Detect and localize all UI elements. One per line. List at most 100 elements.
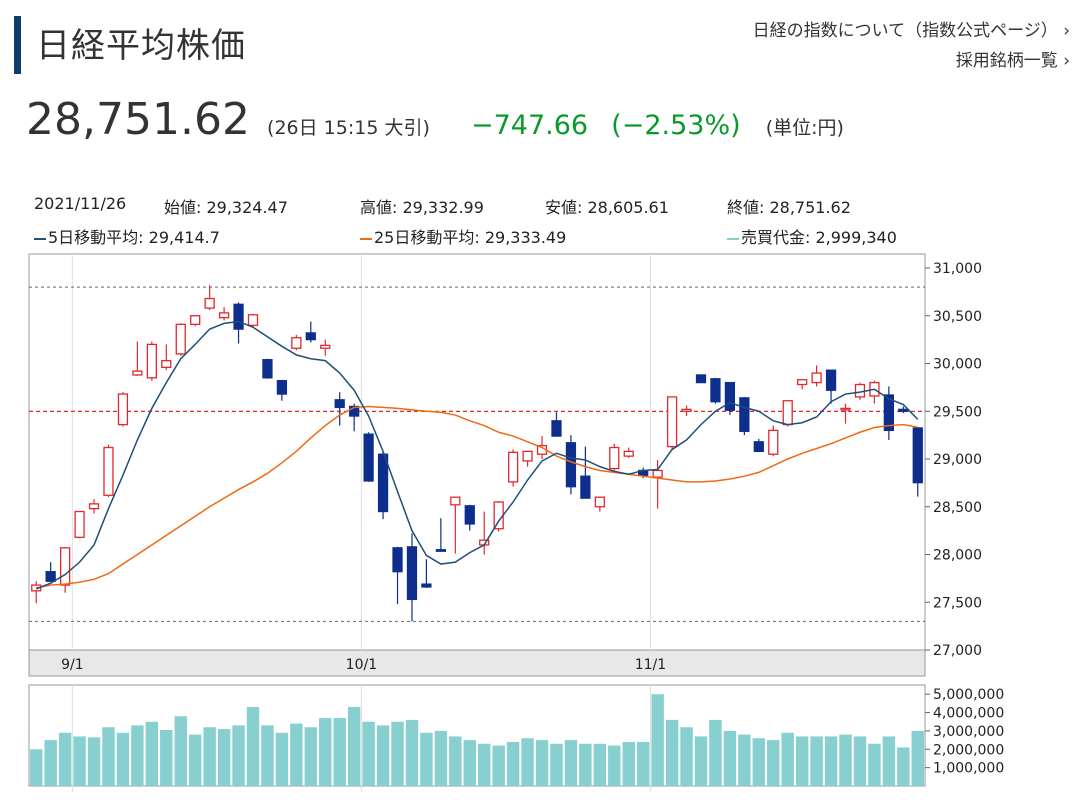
candle-body <box>59 547 71 586</box>
candle-body <box>522 450 533 462</box>
x-tick-label: 11/1 <box>635 657 666 673</box>
candle-body <box>768 429 779 455</box>
volume-bar <box>217 729 231 786</box>
legend-ma5: 5日移動平均: 29,414.7 <box>34 224 220 248</box>
candle-body <box>190 315 201 325</box>
volume-bar <box>160 729 173 786</box>
volume-bar <box>506 741 520 786</box>
candle-body <box>507 451 519 483</box>
candle-body <box>291 337 302 349</box>
volume-tick-label: 2,000,000 <box>933 742 1004 758</box>
components-link[interactable]: 採用銘柄一覧 › <box>753 46 1070 76</box>
volume-bar <box>636 741 650 786</box>
volume-bar <box>203 727 216 786</box>
candle-body <box>840 407 851 411</box>
legend-ma25-label: 25日移動平均: 29,333.49 <box>374 228 567 247</box>
volume-bar <box>550 743 563 786</box>
volume-bar <box>882 736 896 786</box>
price-timestamp: (26日 15:15 大引) <box>267 117 430 139</box>
candle-body <box>753 441 764 453</box>
price-tick-label: 29,500 <box>933 404 982 420</box>
quote-row: 28,751.62 (26日 15:15 大引) −747.66 (−2.53%… <box>26 94 844 145</box>
volume-bar <box>246 707 260 786</box>
candle-body <box>797 379 808 386</box>
candles <box>31 285 923 622</box>
ma25-line <box>36 405 918 589</box>
volume-bars <box>30 694 924 786</box>
candle-body <box>609 446 620 470</box>
price-unit: (単位:円) <box>765 117 844 139</box>
price-tick-label: 30,500 <box>933 309 982 325</box>
volume-bar <box>116 732 130 786</box>
candle-body <box>233 303 244 330</box>
candle-body <box>435 549 447 552</box>
volume-bar <box>478 743 491 786</box>
price-tick-label: 31,000 <box>933 261 982 277</box>
candle-body <box>710 378 721 403</box>
volume-tick-label: 1,000,000 <box>933 761 1004 777</box>
candle-body <box>652 469 663 478</box>
volume-bar <box>651 694 664 786</box>
price-panel <box>28 253 926 651</box>
volume-bar <box>593 743 607 786</box>
info-high: 高値: 29,332.99 <box>360 198 484 217</box>
candle-body <box>262 359 273 379</box>
price-tick-label: 27,000 <box>933 643 982 659</box>
ma5-line <box>35 320 919 590</box>
price-tick-label: 29,000 <box>933 452 982 468</box>
price-tick-label: 28,500 <box>933 500 982 516</box>
candle-body <box>623 450 634 457</box>
candle-body <box>363 433 374 482</box>
candle-body <box>204 297 215 309</box>
price-tick-label: 30,000 <box>933 357 982 373</box>
info-date: 2021/11/26 <box>34 194 127 213</box>
candle-body <box>782 400 793 426</box>
volume-bar <box>434 730 448 786</box>
volume-bar <box>102 727 115 786</box>
chevron-right-icon: › <box>1063 21 1070 41</box>
current-price: 28,751.62 <box>26 94 250 145</box>
chart-axes: 9/1 10/1 11/1 27,000 27,500 28,000 28,500 29,00… <box>61 261 1004 777</box>
volume-bar <box>333 718 346 786</box>
volume-bar <box>608 745 621 786</box>
volume-bar <box>304 727 318 786</box>
volume-bar <box>174 716 187 786</box>
volume-bar <box>579 743 592 786</box>
candle-body <box>666 396 678 448</box>
volume-bar <box>290 723 303 786</box>
candle-body <box>594 496 605 508</box>
components-link-label: 採用銘柄一覧 <box>955 51 1058 71</box>
moving-averages <box>35 320 919 590</box>
volume-bar <box>680 727 693 786</box>
candle-body <box>493 501 504 530</box>
volume-bar <box>521 738 534 786</box>
volume-bar <box>449 736 462 786</box>
volume-bar <box>405 719 419 786</box>
volume-bar <box>810 736 823 786</box>
candle-body <box>320 344 331 349</box>
candle-body <box>406 546 418 601</box>
volume-bar <box>709 719 722 786</box>
title-accent-bar <box>14 16 21 74</box>
candle-body <box>724 381 736 411</box>
volume-bar <box>738 734 751 786</box>
turnover-legend-swatch <box>727 237 739 240</box>
date-strip <box>28 649 926 677</box>
candle-body <box>681 408 692 412</box>
price-change-percent: (−2.53%) <box>611 110 741 141</box>
volume-bar <box>319 718 332 786</box>
volume-bar <box>535 740 549 786</box>
volume-bar <box>767 740 780 786</box>
chart-grid <box>28 253 926 792</box>
chevron-right-icon: › <box>1063 51 1070 71</box>
candle-body <box>825 369 837 391</box>
volume-bar <box>781 732 794 786</box>
volume-tick-label: 4,000,000 <box>933 706 1004 722</box>
legend-turnover: 売買代金: 2,999,340 <box>727 224 897 248</box>
candle-body <box>276 380 288 395</box>
reference-lines <box>29 286 925 622</box>
candle-body <box>421 583 432 588</box>
volume-bar <box>752 738 766 786</box>
index-info-link[interactable]: 日経の指数について（指数公式ページ） › <box>753 16 1070 46</box>
